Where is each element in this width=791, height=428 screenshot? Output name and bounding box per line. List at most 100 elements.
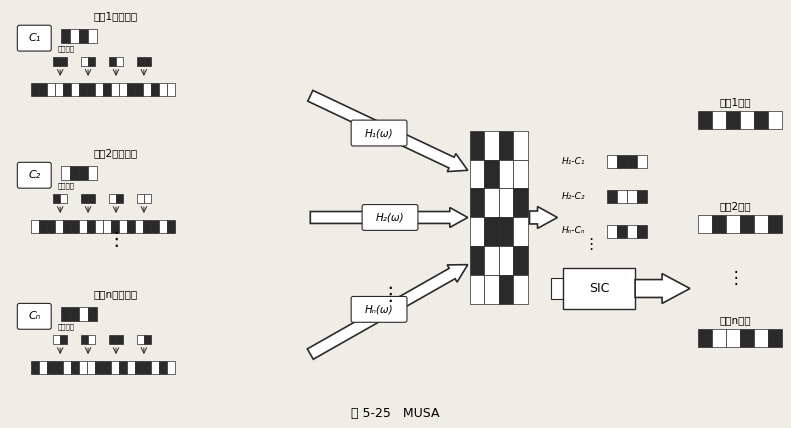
- Bar: [712, 215, 726, 233]
- Bar: [726, 111, 740, 128]
- Bar: [143, 83, 151, 96]
- Bar: [637, 225, 647, 238]
- Text: 用户1调制符号: 用户1调制符号: [94, 11, 138, 21]
- Bar: [607, 155, 617, 168]
- Text: 扩展序列: 扩展序列: [57, 182, 74, 189]
- Bar: [53, 57, 60, 66]
- Bar: [88, 335, 95, 344]
- Bar: [60, 194, 67, 203]
- Bar: [87, 361, 95, 374]
- Text: H₂(ω): H₂(ω): [376, 212, 404, 223]
- Bar: [103, 83, 111, 96]
- Text: H₂-C₂: H₂-C₂: [562, 192, 585, 201]
- Bar: [88, 166, 97, 180]
- Bar: [617, 225, 627, 238]
- Bar: [109, 57, 116, 66]
- Bar: [60, 335, 67, 344]
- Bar: [71, 220, 79, 233]
- Text: 扩展序列: 扩展序列: [57, 45, 74, 52]
- Bar: [135, 361, 143, 374]
- Bar: [143, 220, 151, 233]
- Bar: [111, 220, 119, 233]
- FancyBboxPatch shape: [17, 25, 51, 51]
- Bar: [81, 194, 88, 203]
- Bar: [137, 335, 144, 344]
- Bar: [127, 361, 135, 374]
- Text: SIC: SIC: [589, 282, 610, 295]
- Bar: [167, 361, 175, 374]
- Bar: [119, 220, 127, 233]
- Bar: [513, 276, 528, 304]
- Bar: [726, 215, 740, 233]
- Bar: [144, 57, 151, 66]
- Bar: [627, 225, 637, 238]
- Bar: [79, 29, 88, 43]
- Bar: [71, 361, 79, 374]
- Text: C₂: C₂: [28, 170, 40, 180]
- FancyBboxPatch shape: [17, 162, 51, 188]
- Bar: [698, 329, 712, 347]
- Bar: [143, 361, 151, 374]
- Bar: [81, 57, 88, 66]
- Bar: [55, 361, 63, 374]
- Bar: [484, 131, 498, 160]
- Bar: [470, 188, 484, 217]
- Bar: [55, 220, 63, 233]
- Text: ⋮: ⋮: [380, 285, 399, 304]
- Bar: [698, 111, 712, 128]
- Bar: [109, 335, 116, 344]
- Bar: [40, 83, 47, 96]
- Bar: [40, 361, 47, 374]
- Bar: [71, 83, 79, 96]
- Bar: [712, 111, 726, 128]
- Bar: [61, 166, 70, 180]
- Bar: [498, 217, 513, 247]
- Text: 用户n数据: 用户n数据: [720, 315, 751, 325]
- Bar: [55, 83, 63, 96]
- Bar: [81, 335, 88, 344]
- Bar: [627, 190, 637, 203]
- Bar: [698, 215, 712, 233]
- Text: C₁: C₁: [28, 33, 40, 43]
- Bar: [712, 329, 726, 347]
- Bar: [63, 83, 71, 96]
- Text: 用户1数据: 用户1数据: [720, 97, 751, 107]
- Bar: [484, 276, 498, 304]
- Bar: [137, 194, 144, 203]
- Bar: [617, 190, 627, 203]
- Bar: [70, 166, 79, 180]
- Bar: [159, 83, 167, 96]
- Bar: [87, 220, 95, 233]
- Bar: [484, 247, 498, 276]
- Bar: [484, 160, 498, 188]
- Polygon shape: [529, 207, 558, 229]
- Bar: [127, 83, 135, 96]
- Bar: [726, 329, 740, 347]
- Bar: [607, 225, 617, 238]
- Text: ⋮: ⋮: [106, 230, 126, 250]
- Bar: [498, 160, 513, 188]
- Bar: [513, 160, 528, 188]
- Bar: [87, 83, 95, 96]
- Bar: [79, 220, 87, 233]
- Bar: [513, 247, 528, 276]
- Bar: [88, 307, 97, 321]
- Bar: [53, 335, 60, 344]
- Bar: [740, 329, 754, 347]
- Bar: [563, 268, 635, 309]
- Bar: [470, 131, 484, 160]
- Bar: [111, 361, 119, 374]
- Bar: [768, 329, 782, 347]
- Bar: [159, 361, 167, 374]
- Bar: [47, 220, 55, 233]
- FancyBboxPatch shape: [17, 303, 51, 329]
- Bar: [103, 361, 111, 374]
- Bar: [116, 194, 123, 203]
- FancyBboxPatch shape: [351, 297, 407, 322]
- Polygon shape: [310, 208, 467, 227]
- Bar: [32, 220, 40, 233]
- Bar: [768, 111, 782, 128]
- Bar: [144, 194, 151, 203]
- Bar: [103, 220, 111, 233]
- FancyBboxPatch shape: [351, 120, 407, 146]
